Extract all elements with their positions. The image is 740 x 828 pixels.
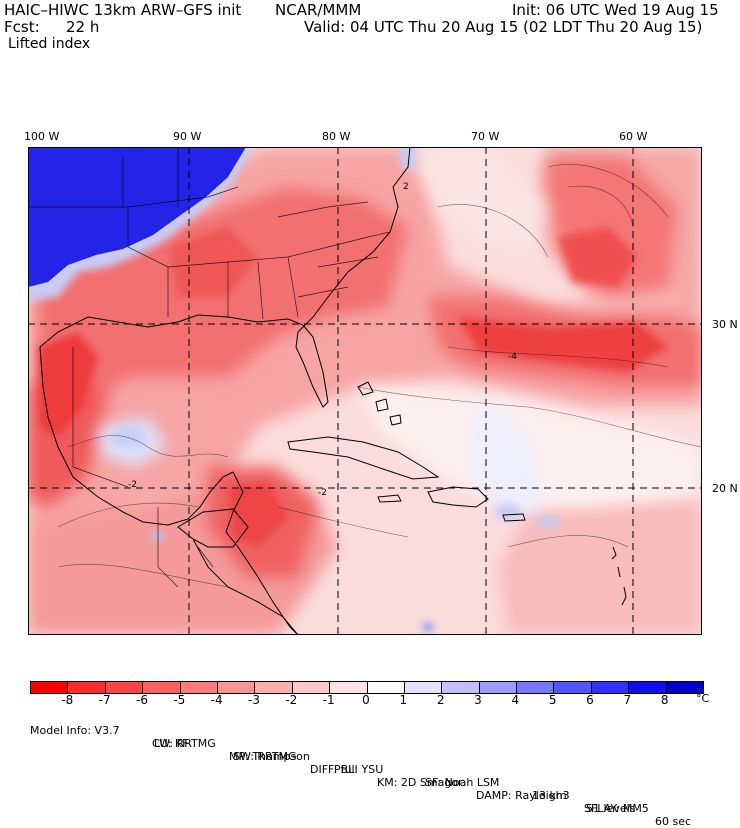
- init-time: Init: 06 UTC Wed 19 Aug 15: [512, 1, 719, 19]
- colorbar-swatch: [591, 682, 630, 693]
- lat-label-30n: 30 N: [712, 318, 738, 331]
- field-name: Lifted index: [8, 36, 91, 52]
- colorbar-swatch: [68, 682, 106, 693]
- colorbar-unit: °C: [696, 692, 710, 705]
- contour-lines: [57, 164, 702, 588]
- colorbar-swatch: [666, 682, 704, 693]
- latlon-grid: [28, 147, 702, 635]
- colorbar-tick-label: -6: [136, 693, 148, 707]
- coastlines: [39, 147, 627, 635]
- contour-label: 2: [403, 182, 409, 192]
- colorbar-tick-label: -3: [248, 693, 260, 707]
- contour-labels: -2 -2 -4 2: [128, 182, 517, 498]
- model-title: HAIC–HIWC 13km ARW–GFS init: [4, 1, 242, 19]
- colorbar-tick-label: 3: [474, 693, 482, 707]
- field-strong-red: [38, 227, 668, 547]
- info-km: KM: 2D Smagor: [377, 776, 463, 789]
- info-model: Model Info: V3.7: [30, 724, 120, 737]
- model-info-line2: LW: RRTMG SW: RRTMG DIFF: full KM: 2D Sm…: [0, 724, 649, 815]
- colorbar-swatch: [442, 682, 480, 693]
- colorbar-tick-label: -4: [210, 693, 223, 707]
- colorbar-swatch: [180, 682, 218, 693]
- map-frame: [28, 147, 702, 635]
- colorbar-swatch: [330, 682, 368, 693]
- contour-label: -4: [508, 352, 517, 362]
- colorbar-tick-label: 6: [586, 693, 594, 707]
- lon-label-90w: 90 W: [173, 130, 202, 143]
- colorbar-tick-label: 2: [436, 693, 445, 707]
- lon-label-80w: 80 W: [322, 130, 351, 143]
- info-diff: DIFF: full: [310, 763, 358, 776]
- colorbar-tick-label: 7: [623, 693, 632, 707]
- colorbar-swatch: [31, 682, 69, 693]
- info-sflay: SFLAY: MM5: [584, 802, 649, 815]
- info-sw: SW: RRTMG: [233, 750, 297, 763]
- colorbar-swatch: [143, 682, 181, 693]
- colorbar-swatch: [479, 682, 518, 693]
- political-borders: [28, 147, 391, 588]
- contour-label: -2: [318, 488, 327, 498]
- fcst-label: Fcst:: [4, 18, 40, 36]
- lon-label-70w: 70 W: [471, 130, 500, 143]
- colorbar-swatch: [255, 682, 293, 693]
- colorbar-tick-label: -8: [61, 693, 74, 707]
- info-lw: LW: RRTMG: [154, 737, 216, 750]
- lat-label-20n: 20 N: [712, 482, 738, 495]
- lon-label-60w: 60 W: [619, 130, 648, 143]
- field-light-blue: [110, 147, 560, 631]
- valid-time: Valid: 04 UTC Thu 20 Aug 15 (02 LDT Thu …: [304, 18, 703, 36]
- colorbar-tick-label: 8: [660, 693, 669, 707]
- info-damp: DAMP: Rayleigh3: [476, 789, 570, 802]
- colorbar-swatch: [517, 682, 555, 693]
- colorbar-tick-label: -1: [322, 693, 335, 707]
- colorbar-tick-label: 4: [511, 693, 520, 707]
- colorbar-tick-label: -7: [98, 693, 111, 707]
- colorbar-tick-label: -5: [173, 693, 186, 707]
- contour-label: -2: [128, 480, 137, 490]
- lon-label-100w: 100 W: [24, 130, 60, 143]
- colorbar-swatch: [404, 682, 443, 693]
- colorbar-swatch: [217, 682, 256, 693]
- colorbar-tick-label: 5: [548, 693, 557, 707]
- colorbar-tick-label: 0: [362, 693, 370, 707]
- colorbar-swatch: [292, 682, 331, 693]
- colorbar-swatch: [105, 682, 144, 693]
- field-pale: [98, 147, 702, 517]
- fcst-value: 22 h: [66, 18, 100, 36]
- colorbar-tick-label: -2: [285, 693, 298, 707]
- colorbar-swatch: [367, 682, 405, 693]
- colorbar-swatch: [629, 682, 667, 693]
- colorbar: [30, 681, 704, 694]
- org-label: NCAR/MMM: [275, 1, 362, 19]
- colorbar-swatch: [554, 682, 592, 693]
- colorbar-tick-label: 1: [399, 693, 408, 707]
- field-blue-region: [28, 147, 246, 287]
- lifted-index-map: -2 -2 -4 2: [28, 147, 702, 635]
- info-timestep: 60 sec: [655, 815, 692, 828]
